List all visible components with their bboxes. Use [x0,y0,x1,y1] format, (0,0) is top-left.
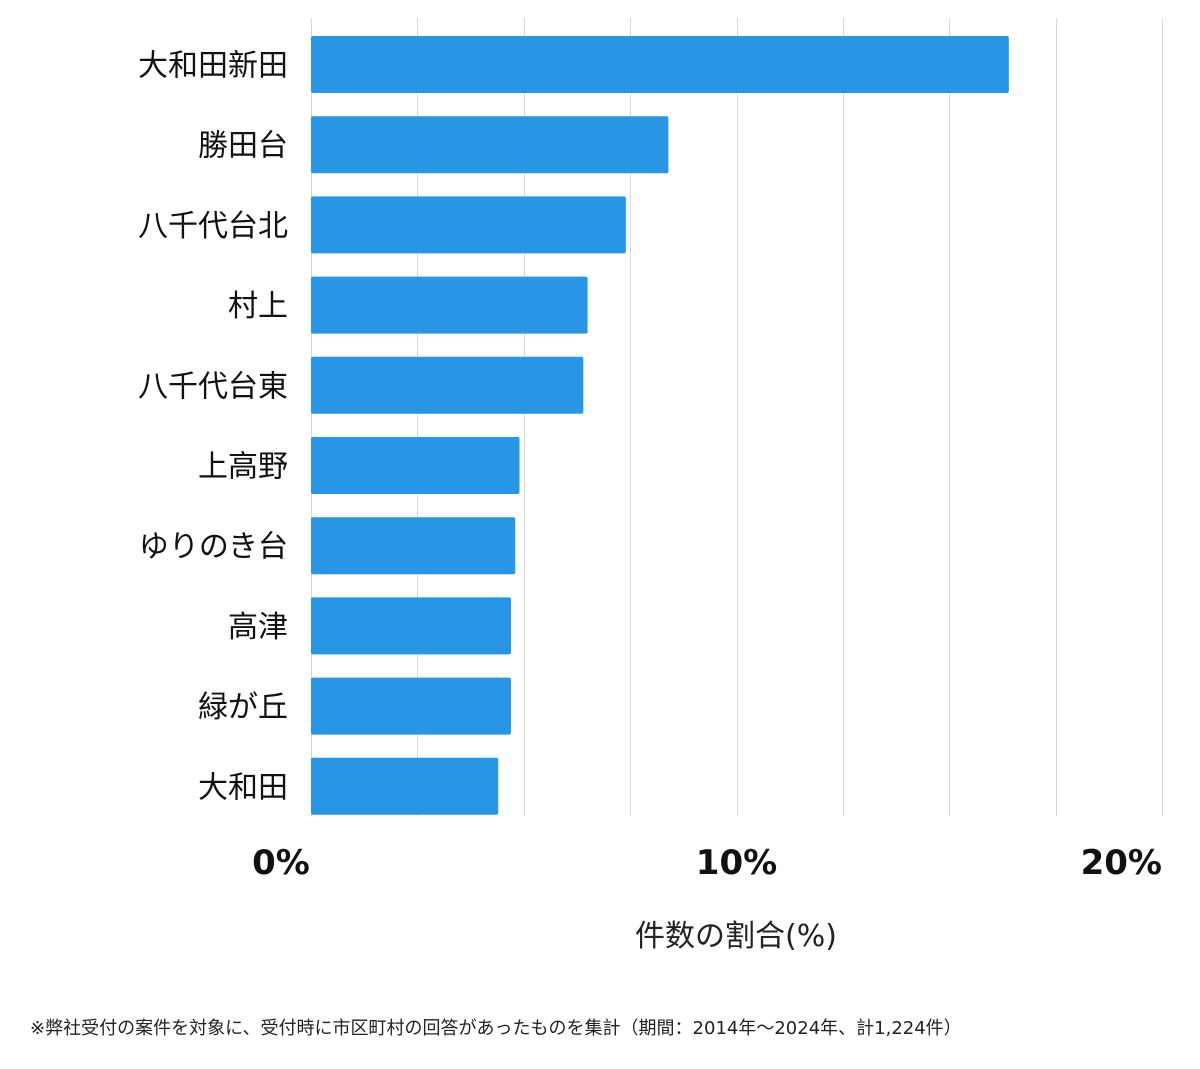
category-label: 上高野 [198,450,288,485]
bar [311,276,588,334]
category-label: 緑が丘 [198,690,288,725]
x-axis-title: 件数の割合(%) [635,919,837,954]
x-tick-label: 0% [252,843,310,883]
bar [311,757,499,815]
category-label: 高津 [228,610,288,645]
category-label: 八千代台東 [138,369,288,404]
bar [311,356,584,414]
x-tick-labels: 0% 10% 20% [252,843,1162,883]
bar [311,677,511,735]
category-label: 村上 [228,289,288,324]
footnote: ※弊社受付の案件を対象に、受付時に市区町村の回答があったものを集計（期間：201… [30,1018,962,1039]
category-label: 大和田 [198,770,288,805]
bar [311,597,511,655]
bar [311,517,516,575]
category-label: 勝田台 [198,129,288,164]
bar [311,116,669,174]
bar [311,196,626,254]
category-label: 大和田新田 [138,49,288,84]
category-label: 八千代台北 [138,209,288,244]
bars [311,36,1009,815]
bar [311,36,1009,93]
bar [311,437,520,494]
category-label: ゆりのき台 [139,530,288,565]
x-tick-label: 20% [1081,843,1162,883]
x-tick-label: 10% [696,843,777,883]
